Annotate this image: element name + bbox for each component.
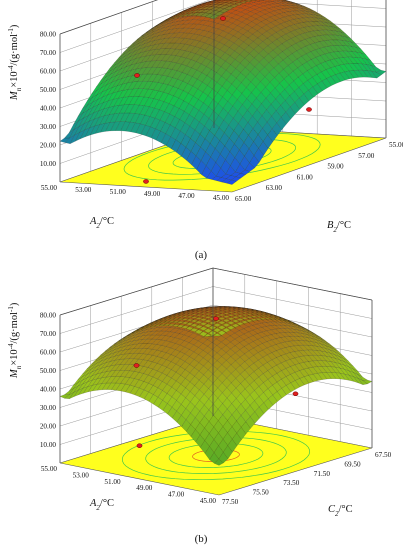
panel-label: (a) xyxy=(195,249,208,261)
y-tick-label: 65.00 xyxy=(235,195,252,203)
z-tick-label: 70.00 xyxy=(40,330,57,338)
y-tick-label: 55.00 xyxy=(389,141,403,149)
surface-plot-b: 10.00 20.00 30.00 40.00 50.00 60.00 70.00 80.00… xyxy=(7,267,392,545)
y-tick-label: 75.50 xyxy=(253,489,270,497)
y-axis: 65.00 63.00 61.00 59.00 57.00 55.00 xyxy=(235,141,403,203)
x-axis: 55.00 53.00 51.00 49.00 47.00 45.00 xyxy=(41,465,217,505)
y-tick-label: 57.00 xyxy=(358,152,375,160)
z-axis: 10.00 20.00 30.00 40.00 50.00 60.00 70.00 80.00 xyxy=(40,31,57,169)
x-axis-label: A2/°C xyxy=(89,216,114,230)
x-tick-label: 45.00 xyxy=(200,497,217,505)
y-tick-label: 63.00 xyxy=(266,184,283,192)
y-tick-label: 73.50 xyxy=(283,479,300,487)
box-edges xyxy=(59,0,387,182)
design-point xyxy=(213,316,219,321)
x-tick-label: 53.00 xyxy=(75,186,92,194)
x-axis-label: A2/°C xyxy=(89,498,114,512)
x-tick-label: 47.00 xyxy=(178,192,195,200)
z-tick-label: 50.00 xyxy=(40,367,57,375)
design-point xyxy=(292,391,299,397)
z-tick-label: 40.00 xyxy=(40,386,57,394)
z-gridline xyxy=(59,0,387,53)
y-tick-label: 77.50 xyxy=(222,498,239,506)
design-point xyxy=(136,443,143,448)
design-points xyxy=(133,316,299,448)
design-point xyxy=(143,179,149,184)
y-tick-label: 59.00 xyxy=(327,163,344,171)
x-tick-label: 53.00 xyxy=(73,471,90,479)
y-axis-label: C2/°C xyxy=(328,504,353,518)
x-tick-label: 49.00 xyxy=(136,484,153,492)
z-axis-label: Mn×10-4/(g·mol-1) xyxy=(7,24,23,101)
y-axis-label: B2/°C xyxy=(327,220,351,234)
z-tick-label: 50.00 xyxy=(40,86,57,94)
z-tick-label: 80.00 xyxy=(40,312,57,320)
x-tick-label: 51.00 xyxy=(104,478,121,486)
x-axis: 55.00 53.00 51.00 49.00 47.00 45.00 xyxy=(41,184,230,202)
design-point xyxy=(133,363,140,368)
response-surface xyxy=(59,0,387,185)
y-tick-label: 69.50 xyxy=(344,460,361,468)
design-point xyxy=(220,16,226,21)
z-tick-label: 80.00 xyxy=(40,31,57,39)
z-tick-label: 10.00 xyxy=(40,160,57,168)
y-tick-label: 71.50 xyxy=(314,470,331,478)
z-axis-label: Mn×10-4/(g·mol-1) xyxy=(7,302,23,379)
y-tick-label: 67.50 xyxy=(375,451,392,459)
z-tick-label: 20.00 xyxy=(40,142,57,150)
design-points xyxy=(134,16,312,184)
z-tick-label: 60.00 xyxy=(40,68,57,76)
x-tick-label: 55.00 xyxy=(41,184,58,192)
response-surface xyxy=(59,306,373,466)
z-tick-label: 20.00 xyxy=(40,423,57,431)
x-tick-label: 49.00 xyxy=(144,190,161,198)
y-tick-label: 61.00 xyxy=(297,173,314,181)
z-axis: 10.00 20.00 30.00 40.00 50.00 60.00 70.00 80.00 xyxy=(40,312,57,450)
surface-plot-a: 10.00 20.00 30.00 40.00 50.00 60.00 70.00 80.00… xyxy=(7,0,403,261)
panel-label: (b) xyxy=(195,533,208,545)
box-edges xyxy=(59,267,373,463)
design-point xyxy=(306,107,312,112)
z-tick-label: 70.00 xyxy=(40,49,57,57)
design-point xyxy=(134,73,140,78)
z-tick-label: 30.00 xyxy=(40,123,57,131)
z-tick-label: 10.00 xyxy=(40,441,57,449)
z-tick-label: 30.00 xyxy=(40,404,57,412)
x-tick-label: 47.00 xyxy=(168,491,185,499)
x-tick-label: 45.00 xyxy=(213,194,230,202)
z-tick-label: 40.00 xyxy=(40,105,57,113)
x-tick-label: 51.00 xyxy=(110,188,127,196)
z-tick-label: 60.00 xyxy=(40,349,57,357)
x-tick-label: 55.00 xyxy=(41,465,58,473)
y-axis: 77.50 75.50 73.50 71.50 69.50 67.50 xyxy=(222,451,392,506)
